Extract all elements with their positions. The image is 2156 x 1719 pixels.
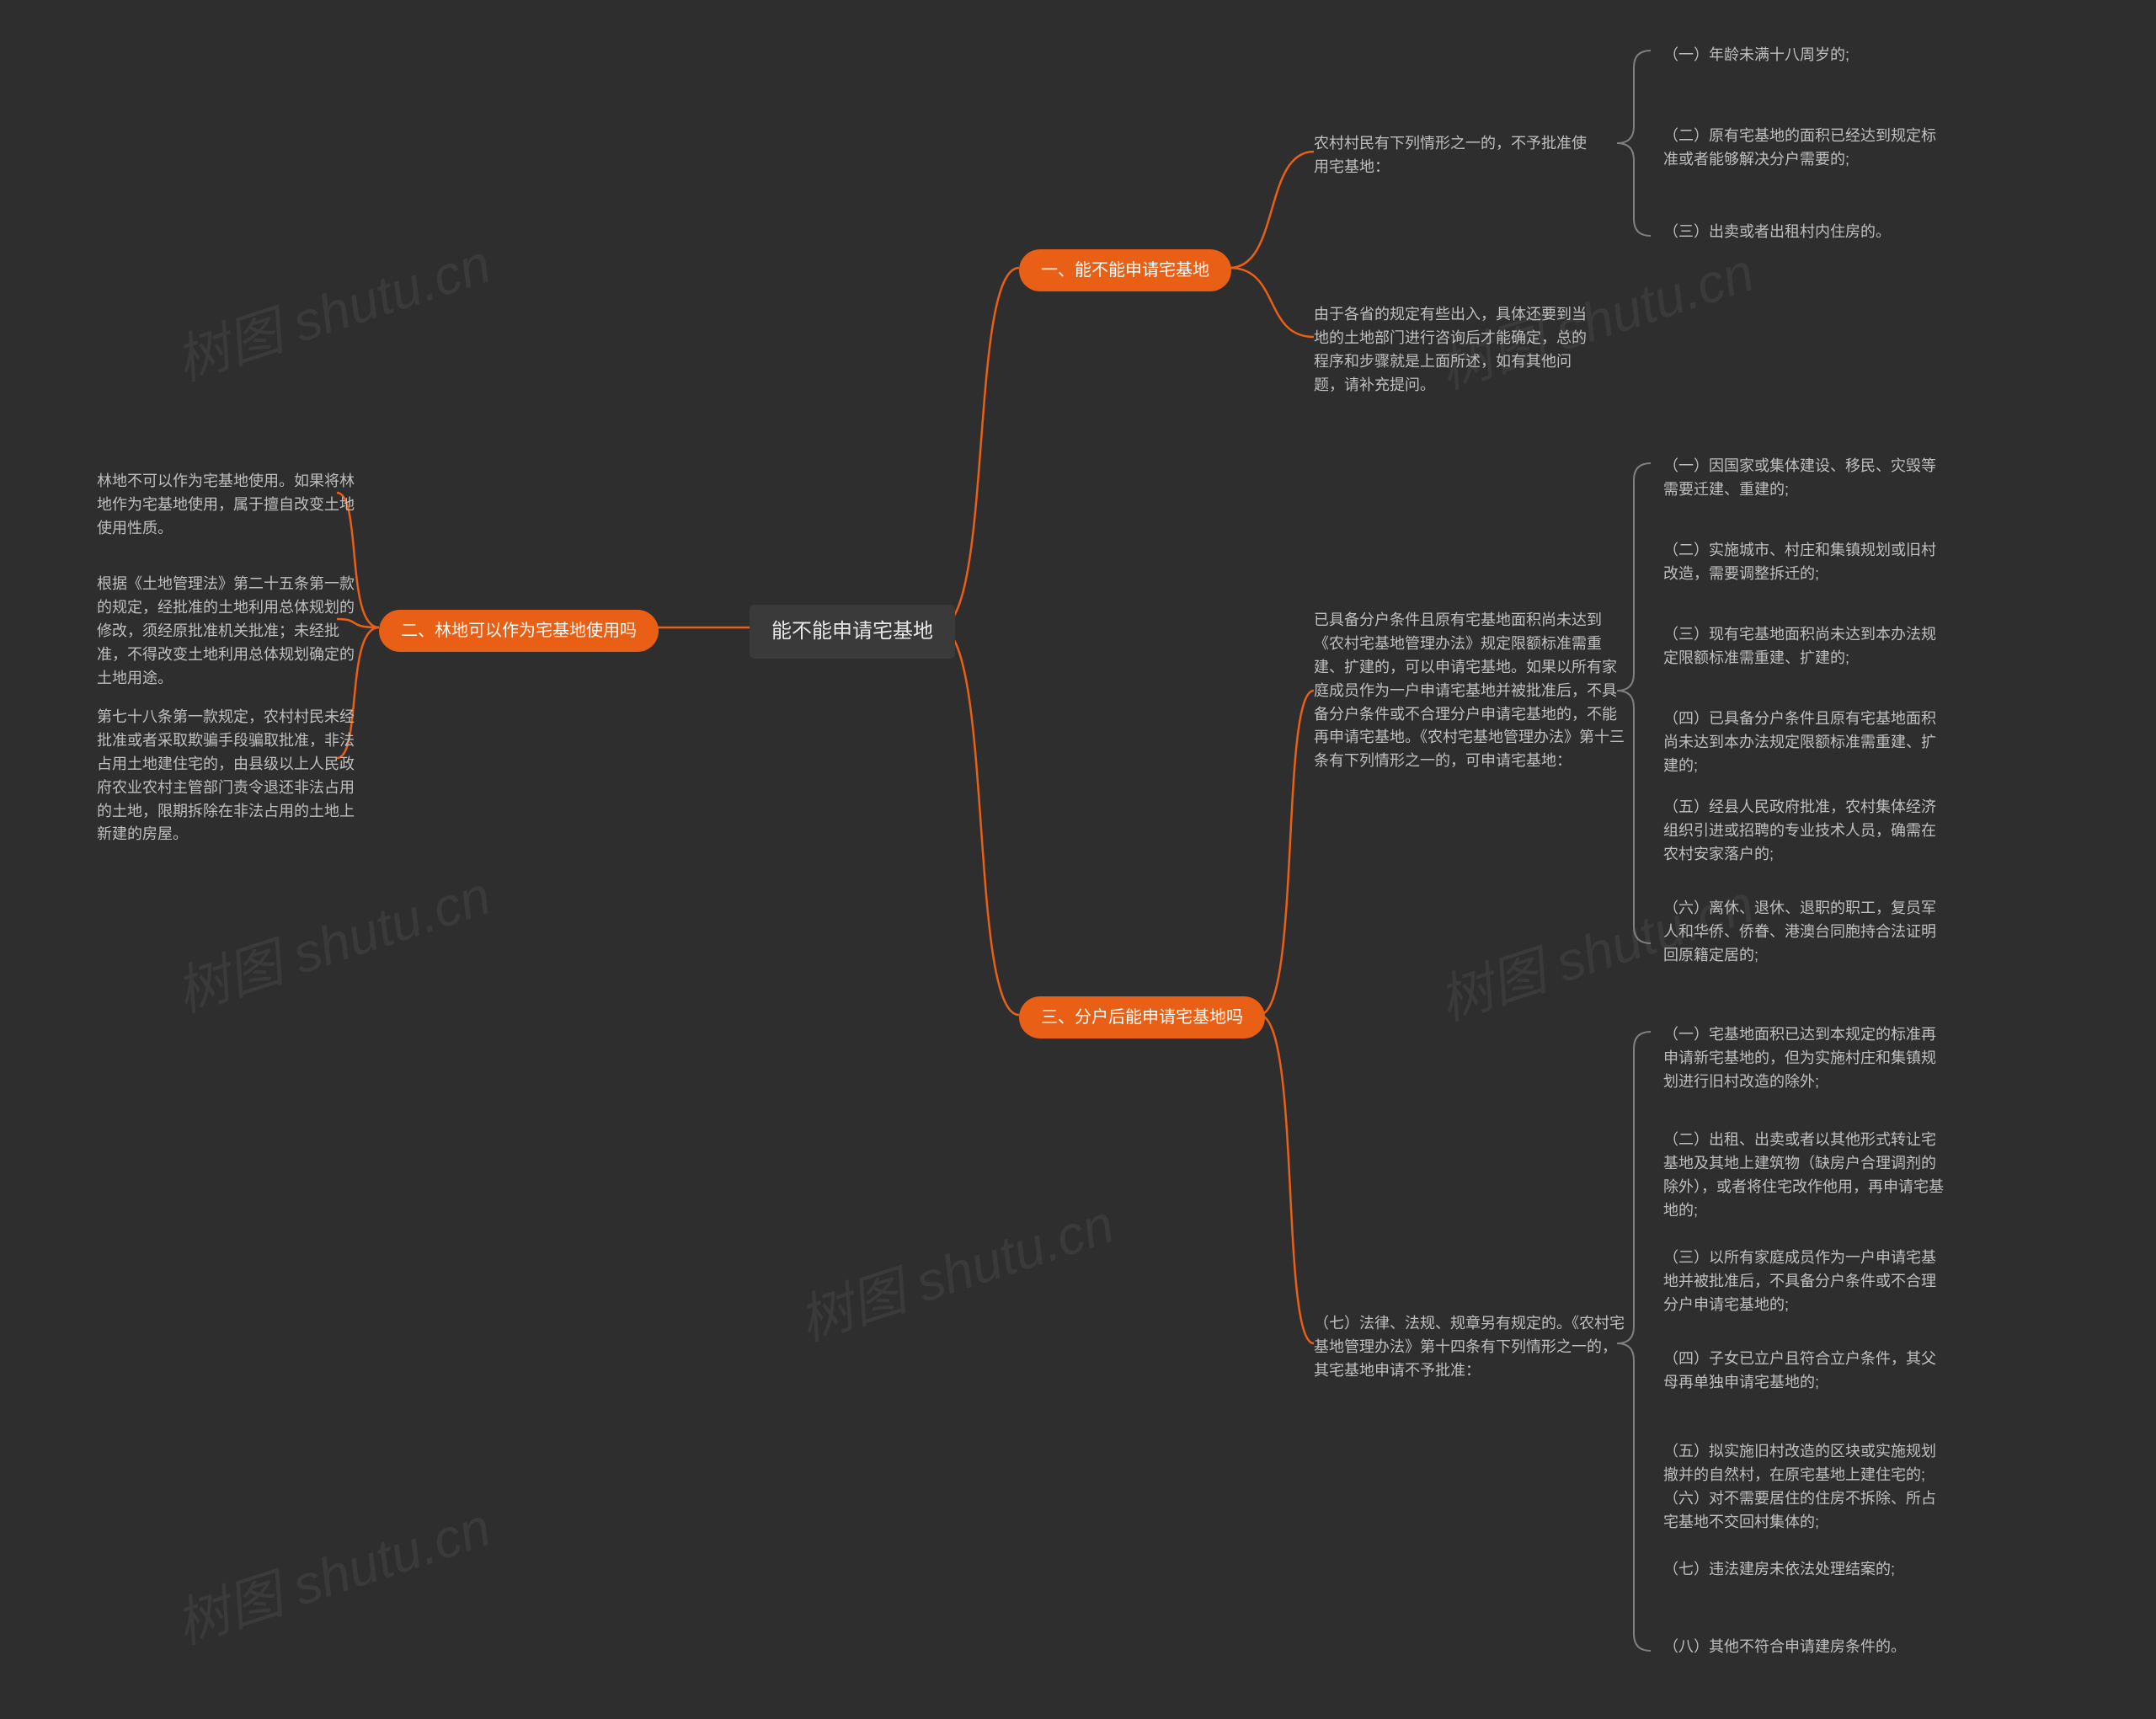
branch-3-b: （七）法律、法规、规章另有规定的。《农村宅基地管理办法》第十四条有下列情形之一的… [1314,1312,1625,1383]
branch-1-a-1: （一）年龄未满十八周岁的; [1663,44,1849,67]
branch-3-b-5: （五）拟实施旧村改造的区块或实施规划撤并的自然村，在原宅基地上建住宅的; （六）… [1663,1440,1950,1535]
branch-1-a: 农村村民有下列情形之一的，不予批准使用宅基地： [1314,132,1600,179]
watermark: 树图 shutu.cn [787,1181,1122,1355]
branch-3-b-1: （一）宅基地面积已达到本规定的标准再申请新宅基地的，但为实施村庄和集镇规划进行旧… [1663,1023,1950,1094]
branch-3-b-4: （四）子女已立户且符合立户条件，其父母再单独申请宅基地的; [1663,1348,1950,1395]
root-node[interactable]: 能不能申请宅基地 [750,605,955,659]
branch-3-a-4: （四）已具备分户条件且原有宅基地面积尚未达到本办法规定限额标准需重建、扩建的; [1663,707,1950,778]
branch-3-b-7: （八）其他不符合申请建房条件的。 [1663,1636,1906,1659]
watermark: 树图 shutu.cn [164,852,499,1027]
branch-3[interactable]: 三、分户后能申请宅基地吗 [1019,996,1265,1038]
branch-3-a-2: （二）实施城市、村庄和集镇规划或旧村改造，需要调整拆迁的; [1663,539,1950,586]
branch-1[interactable]: 一、能不能申请宅基地 [1019,249,1231,291]
branch-3-b-2: （二）出租、出卖或者以其他形式转让宅基地及其地上建筑物（缺房户合理调剂的除外），… [1663,1129,1950,1223]
branch-1-b: 由于各省的规定有些出入，具体还要到当地的土地部门进行咨询后才能确定，总的程序和步… [1314,303,1600,398]
branch-2-c: 第七十八条第一款规定，农村村民未经批准或者采取欺骗手段骗取批准，非法占用土地建住… [97,706,358,846]
branch-3-a-1: （一）因国家或集体建设、移民、灾毁等需要迁建、重建的; [1663,455,1950,502]
branch-1-a-3: （三）出卖或者出租村内住房的。 [1663,221,1891,244]
branch-1-a-2: （二）原有宅基地的面积已经达到规定标准或者能够解决分户需要的; [1663,125,1950,172]
branch-3-a: 已具备分户条件且原有宅基地面积尚未达到《农村宅基地管理办法》规定限额标准需重建、… [1314,609,1625,773]
branch-2-b: 根据《土地管理法》第二十五条第一款的规定，经批准的土地利用总体规划的修改，须经原… [97,573,358,690]
branch-3-a-6: （六）离休、退休、退职的职工，复员军人和华侨、侨眷、港澳台同胞持合法证明回原籍定… [1663,897,1950,968]
branch-3-a-3: （三）现有宅基地面积尚未达到本办法规定限额标准需重建、扩建的; [1663,623,1950,670]
watermark: 树图 shutu.cn [164,1484,499,1658]
branch-3-b-3: （三）以所有家庭成员作为一户申请宅基地并被批准后，不具备分户条件或不合理分户申请… [1663,1247,1950,1317]
branch-3-b-6: （七）违法建房未依法处理结案的; [1663,1558,1895,1582]
branch-3-a-5: （五）经县人民政府批准，农村集体经济组织引进或招聘的专业技术人员，确需在农村安家… [1663,796,1950,867]
watermark: 树图 shutu.cn [164,221,499,395]
branch-2-a: 林地不可以作为宅基地使用。如果将林地作为宅基地使用，属于擅自改变土地使用性质。 [97,470,358,541]
branch-2[interactable]: 二、林地可以作为宅基地使用吗 [379,610,659,652]
